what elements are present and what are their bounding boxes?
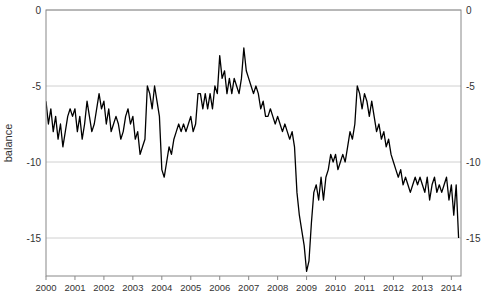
x-tick: [132, 276, 133, 280]
x-tick-label: 2009: [296, 282, 317, 293]
x-tick-label: 2010: [325, 282, 346, 293]
x-tick-label: 2000: [35, 282, 56, 293]
x-tick: [306, 276, 307, 280]
x-tick-label: 2012: [383, 282, 404, 293]
grid-line: [46, 238, 461, 239]
line: [46, 48, 459, 271]
x-tick-label: 2002: [93, 282, 114, 293]
y-tick-label: 0: [35, 5, 41, 16]
x-tick-label: 2001: [64, 282, 85, 293]
plot-area: [46, 48, 459, 271]
x-tick-label: 2006: [209, 282, 230, 293]
y2-tick-label: 0: [466, 5, 472, 16]
x-tick-label: 2003: [122, 282, 143, 293]
y-axis: 0 -5 -10 -15: [27, 5, 42, 244]
x-tick: [190, 276, 191, 280]
x-tick: [364, 276, 365, 280]
x-tick: [161, 276, 162, 280]
x-tick-label: 2013: [412, 282, 433, 293]
x-tick: [335, 276, 336, 280]
x-axis: 2000 2001 2002 2003 2004 2005 2006 2007 2008 2009…: [35, 276, 461, 293]
y-axis-label: balance: [2, 124, 14, 163]
x-tick: [451, 276, 452, 280]
chart: 2000 2001 2002 2003 2004 2005 2006 2007 2008 2009…: [0, 0, 491, 302]
x-tick: [219, 276, 220, 280]
y-tick-label: -5: [32, 81, 41, 92]
x-tick: [422, 276, 423, 280]
x-tick-label: 2007: [238, 282, 259, 293]
y2-tick-label: -5: [466, 81, 475, 92]
x-tick-label: 2008: [267, 282, 288, 293]
grid-line: [46, 162, 461, 163]
x-tick: [103, 276, 104, 280]
x-tick-label: 2011: [354, 282, 374, 293]
y2-tick-label: -10: [466, 157, 481, 168]
grid: [46, 10, 461, 238]
grid-line: [46, 86, 461, 87]
x-tick-label: 2005: [180, 282, 201, 293]
x-tick: [46, 276, 47, 280]
y-tick-label: -10: [27, 157, 42, 168]
y2-axis: 0 -5 -10 -15: [466, 5, 481, 244]
x-tick: [393, 276, 394, 280]
y2-tick-label: -15: [466, 233, 481, 244]
x-tick: [248, 276, 249, 280]
x-tick-label: 2014: [441, 282, 462, 293]
y-tick-label: -15: [27, 233, 42, 244]
plot-frame: [46, 10, 461, 276]
x-tick-label: 2004: [151, 282, 172, 293]
x-tick: [277, 276, 278, 280]
x-tick: [74, 276, 75, 280]
